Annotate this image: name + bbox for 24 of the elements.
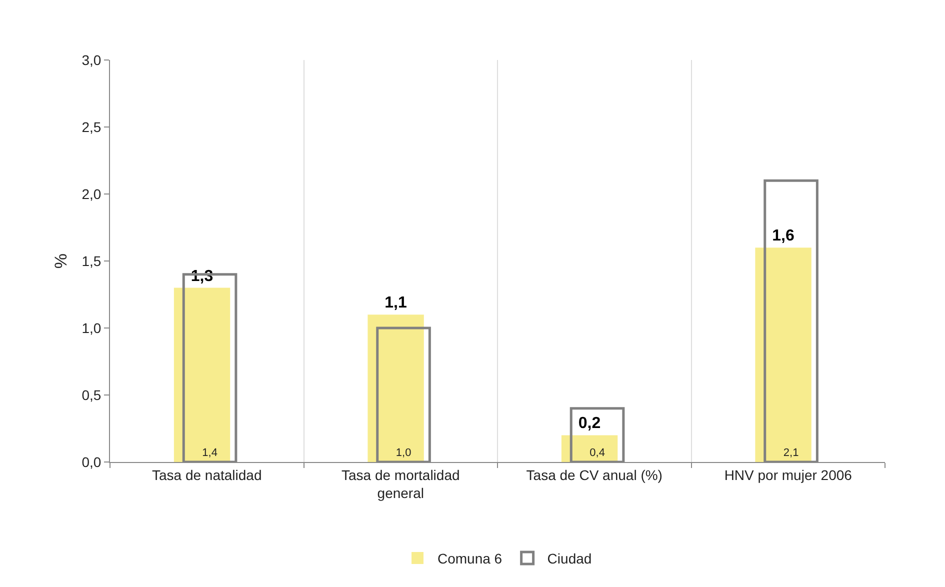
data-label: 1,0 [396,447,412,459]
data-label: 1,4 [202,447,218,459]
data-label: 2,1 [783,447,799,459]
bar [755,248,812,462]
bar [174,288,230,462]
data-label: 0,4 [590,447,605,459]
data-label: 1,6 [772,228,794,245]
y-tick-label: 2,0 [82,186,102,202]
data-label: 0,2 [578,415,601,432]
y-axis-title: % [51,253,70,269]
x-tick-label: Tasa de mortalidad general [341,466,460,501]
bar [368,314,424,462]
legend-label: Comuna 6 [438,550,502,566]
x-tick-label: Tasa de CV anual (%) [526,466,662,483]
y-tick-label: 3,0 [82,52,102,68]
y-tick-label: 1,0 [82,320,102,336]
x-tick-label: Tasa de natalidad [152,466,262,483]
y-tick-label: 0,5 [82,386,102,403]
y-tick-label: 1,5 [82,252,102,269]
x-tick-label: HNV por mujer 2006 [724,466,852,483]
y-tick-label: 2,5 [82,118,102,135]
y-tick-label: 0,0 [82,454,102,470]
legend-label: Ciudad [547,550,592,566]
data-label: 1,1 [384,294,407,312]
